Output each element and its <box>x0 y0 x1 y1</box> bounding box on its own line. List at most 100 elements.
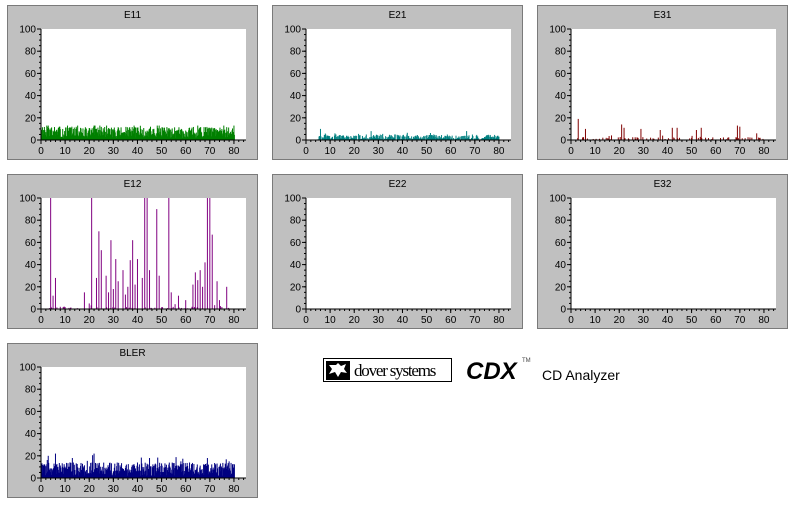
y-tick-label: 0 <box>30 305 36 316</box>
x-tick-label: 30 <box>373 315 385 326</box>
y-tick-label: 20 <box>25 282 37 293</box>
y-tick-label: 100 <box>19 363 36 374</box>
x-tick-label: 70 <box>204 146 216 157</box>
x-tick-label: 70 <box>469 315 481 326</box>
y-tick-label: 40 <box>555 260 567 271</box>
brand-badge: dover systems <box>323 358 452 382</box>
x-tick-label: 20 <box>349 315 361 326</box>
product-logo: dover systems CDX TM CD Analyzer <box>323 358 643 392</box>
y-tick-label: 100 <box>549 194 566 205</box>
x-tick-label: 30 <box>373 146 385 157</box>
y-tick-label: 40 <box>25 91 37 102</box>
x-tick-label: 0 <box>303 315 309 326</box>
y-tick-label: 20 <box>25 113 37 124</box>
y-tick-label: 80 <box>290 216 302 227</box>
brand-mark-icon <box>326 361 350 380</box>
x-tick-label: 20 <box>614 315 626 326</box>
y-tick-label: 80 <box>555 216 567 227</box>
x-tick-label: 40 <box>662 315 674 326</box>
y-tick-label: 60 <box>290 69 302 80</box>
x-tick-label: 70 <box>469 146 481 157</box>
x-tick-label: 70 <box>204 315 216 326</box>
x-tick-label: 0 <box>38 484 44 495</box>
x-tick-label: 0 <box>303 146 309 157</box>
chart-e31-plot: 0 20 40 60 80 100 0 10 20 30 40 50 60 70 80 <box>549 25 776 157</box>
chart-e31: E31 0 20 40 60 80 100 0 10 20 30 40 50 60 70 80 <box>537 5 788 160</box>
x-tick-label: 30 <box>638 315 650 326</box>
plot-area <box>41 198 246 309</box>
brand-name: dover systems <box>354 361 436 380</box>
x-tick-label: 10 <box>590 146 602 157</box>
x-tick-label: 10 <box>325 146 337 157</box>
x-tick-label: 40 <box>132 315 144 326</box>
chart-title: E22 <box>388 179 407 190</box>
chart-e32-plot: 0 20 40 60 80 100 0 10 20 30 40 50 60 70 80 <box>549 194 776 326</box>
chart-title: E11 <box>123 10 142 21</box>
x-tick-label: 30 <box>108 484 120 495</box>
plot-area <box>306 29 511 140</box>
x-tick-label: 10 <box>590 315 602 326</box>
plot-area <box>571 198 776 309</box>
x-tick-label: 60 <box>180 146 192 157</box>
x-tick-label: 50 <box>156 146 168 157</box>
x-tick-label: 10 <box>60 315 72 326</box>
x-tick-label: 80 <box>493 146 505 157</box>
x-tick-label: 40 <box>662 146 674 157</box>
x-tick-label: 20 <box>349 146 361 157</box>
x-tick-label: 0 <box>38 315 44 326</box>
chart-e32: E32 0 20 40 60 80 100 0 10 20 30 40 50 60 70 80 <box>537 174 788 329</box>
y-tick-label: 100 <box>19 25 36 36</box>
x-tick-label: 30 <box>108 146 120 157</box>
x-tick-label: 20 <box>84 315 96 326</box>
x-tick-label: 50 <box>421 315 433 326</box>
y-tick-label: 0 <box>295 305 301 316</box>
x-tick-label: 40 <box>397 146 409 157</box>
x-tick-label: 70 <box>734 146 746 157</box>
x-tick-label: 80 <box>758 315 770 326</box>
x-tick-label: 60 <box>445 315 457 326</box>
y-tick-label: 0 <box>295 136 301 147</box>
x-tick-label: 50 <box>421 146 433 157</box>
x-tick-label: 60 <box>180 315 192 326</box>
chart-bler: BLER 0 20 40 60 80 100 0 10 20 30 40 50 60 70 80 <box>7 343 258 498</box>
x-tick-label: 80 <box>228 484 240 495</box>
chart-title: E32 <box>653 179 672 190</box>
x-tick-label: 60 <box>710 315 722 326</box>
x-tick-label: 80 <box>228 146 240 157</box>
bar-series <box>48 198 230 309</box>
y-tick-label: 40 <box>290 91 302 102</box>
y-tick-label: 20 <box>25 451 37 462</box>
y-tick-label: 80 <box>555 47 567 58</box>
plot-area <box>571 29 776 140</box>
bar-series <box>40 125 235 140</box>
chart-title: E12 <box>123 179 142 190</box>
y-tick-label: 20 <box>555 282 567 293</box>
chart-bler-plot: 0 20 40 60 80 100 0 10 20 30 40 50 60 70 80 <box>19 363 246 495</box>
x-tick-label: 0 <box>568 315 574 326</box>
chart-e22: E22 0 20 40 60 80 100 0 10 20 30 40 50 60 70 80 <box>272 174 523 329</box>
x-tick-label: 80 <box>493 315 505 326</box>
x-tick-label: 70 <box>204 484 216 495</box>
y-tick-label: 40 <box>290 260 302 271</box>
y-tick-label: 0 <box>560 136 566 147</box>
y-tick-label: 80 <box>25 216 37 227</box>
x-tick-label: 40 <box>132 146 144 157</box>
y-tick-label: 60 <box>290 238 302 249</box>
chart-e21: E21 0 20 40 60 80 100 0 10 20 30 40 50 60 70 80 <box>272 5 523 160</box>
x-tick-label: 0 <box>568 146 574 157</box>
x-tick-label: 50 <box>156 315 168 326</box>
plot-area <box>41 367 246 478</box>
y-tick-label: 60 <box>555 69 567 80</box>
x-tick-label: 40 <box>397 315 409 326</box>
y-tick-label: 100 <box>19 194 36 205</box>
chart-title: E21 <box>388 10 407 21</box>
y-tick-label: 20 <box>290 113 302 124</box>
product-tagline: CD Analyzer <box>542 367 620 383</box>
y-tick-label: 100 <box>284 25 301 36</box>
y-tick-label: 0 <box>560 305 566 316</box>
y-tick-label: 0 <box>30 474 36 485</box>
y-tick-label: 60 <box>25 407 37 418</box>
trademark: TM <box>522 358 531 364</box>
x-tick-label: 10 <box>60 146 72 157</box>
x-tick-label: 60 <box>180 484 192 495</box>
